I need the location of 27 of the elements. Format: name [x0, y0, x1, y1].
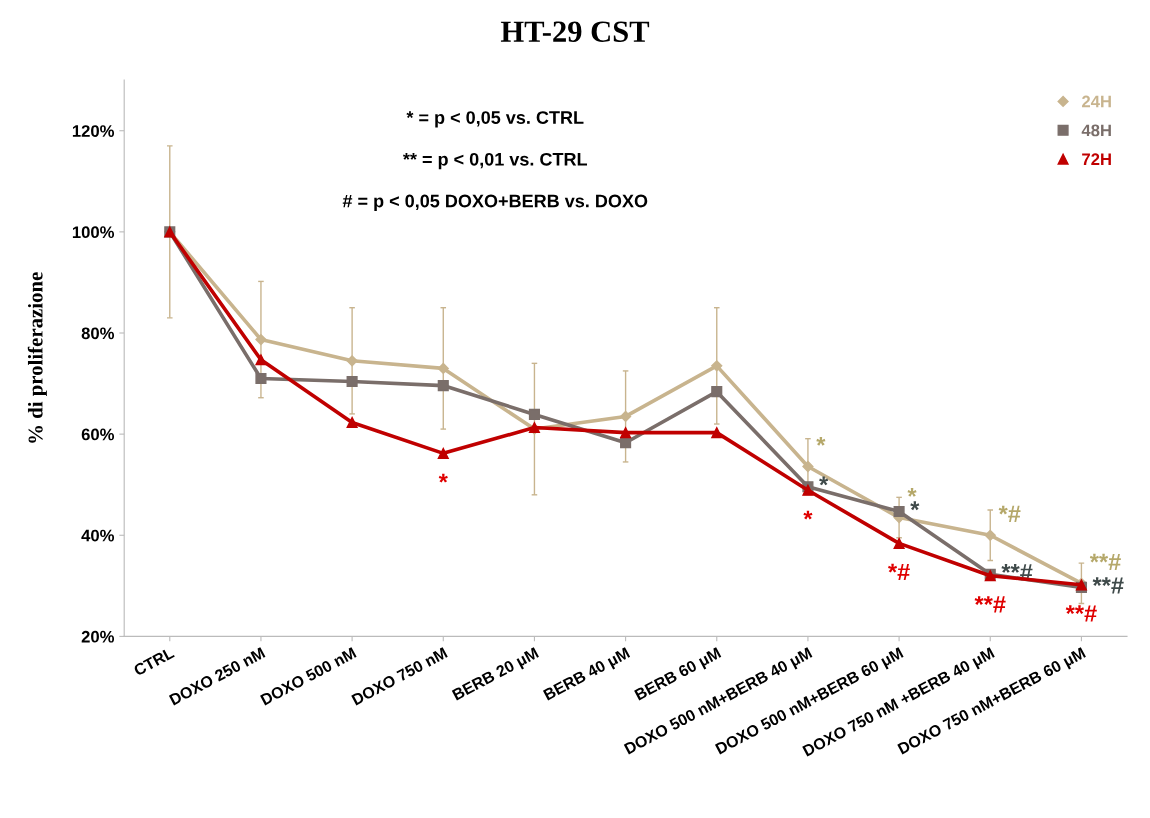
legend-label: 48H [1081, 124, 1111, 137]
annotation: **# [1092, 577, 1124, 594]
annotation: **# [1089, 553, 1121, 570]
annotation: * [816, 436, 826, 446]
y-tick-label: 100% [72, 226, 115, 239]
annotation: * [438, 473, 448, 483]
annotation: * [803, 510, 813, 520]
annotation: **# [974, 596, 1006, 613]
annotation: ** = p < 0,01 vs. CTRL [402, 152, 588, 170]
annotation: *# [888, 563, 910, 581]
legend-label: 24H [1082, 95, 1111, 108]
y-tick-label: 120% [72, 125, 115, 137]
y-tick-label: 40% [81, 529, 115, 542]
x-tick-label: CTRL [132, 646, 175, 677]
annotation: **# [1065, 605, 1097, 622]
y-tick-label: 60% [81, 428, 115, 441]
y-axis-title: % di proliferazione [27, 272, 47, 443]
annotation: * [907, 487, 917, 497]
y-tick-label: 20% [81, 630, 115, 643]
chart-title: HT-29 CST [500, 21, 650, 42]
annotation: * [819, 476, 829, 486]
annotation: * [910, 501, 920, 511]
annotation: * = p < 0,05 vs. CTRL [406, 111, 584, 128]
legend-label: 72H [1082, 153, 1111, 165]
annotation: # = p < 0,05 DOXO+BERB vs. DOXO [342, 194, 648, 211]
y-tick-label: 80% [81, 327, 115, 340]
annotation: *# [998, 505, 1021, 522]
